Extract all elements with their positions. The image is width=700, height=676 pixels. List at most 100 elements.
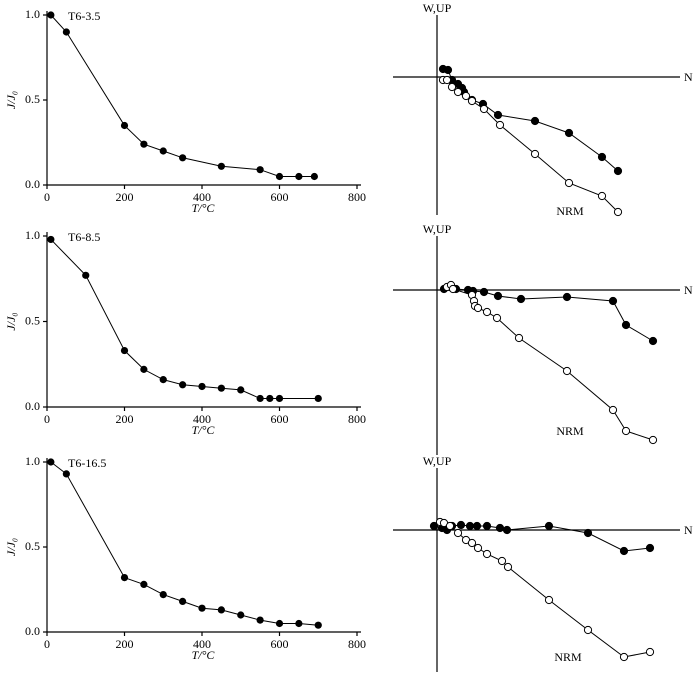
point — [465, 521, 475, 531]
point — [310, 172, 318, 181]
x-tick-label: 600 — [271, 637, 289, 651]
annotation: NRM — [556, 204, 584, 218]
point — [47, 235, 55, 244]
point — [503, 562, 513, 572]
point — [497, 556, 507, 566]
annotation: NRM — [554, 650, 582, 664]
point — [544, 595, 554, 605]
point — [473, 303, 483, 313]
point — [502, 525, 512, 535]
point — [237, 611, 245, 619]
point — [608, 405, 618, 415]
point — [492, 313, 502, 323]
point — [493, 291, 503, 301]
point — [516, 294, 526, 304]
panel-label: T6-3.5 — [68, 9, 100, 23]
point — [472, 521, 482, 531]
point — [648, 336, 658, 346]
panel-label: T6-8.5 — [68, 230, 100, 244]
point — [120, 121, 129, 130]
point — [198, 604, 206, 612]
point — [159, 147, 167, 155]
point — [237, 386, 245, 394]
y-tick-label: 1.0 — [25, 228, 40, 242]
point — [608, 296, 618, 306]
point — [461, 91, 471, 101]
vertical-axis-label: W,UP — [423, 1, 452, 15]
curve — [50, 239, 319, 399]
point — [473, 543, 483, 553]
point — [619, 652, 629, 662]
zijderveld-panel: W,UP N NRM — [393, 1, 693, 218]
point — [256, 394, 264, 403]
point — [530, 116, 540, 126]
y-axis-label: J/J₀ — [4, 91, 18, 109]
point — [619, 546, 629, 556]
point — [275, 172, 284, 181]
point — [453, 528, 463, 538]
horizontal-axis-label: N — [684, 523, 693, 537]
point — [295, 172, 303, 181]
point — [198, 382, 206, 391]
point — [467, 96, 477, 106]
point — [493, 110, 503, 120]
vertical-axis-label: W,UP — [423, 454, 452, 468]
x-axis-label: T/°C — [192, 423, 216, 437]
line-panel: 0 200 400 600 800 0.0 0.5 1.0 T6-16.5 T/°C J/J₀ — [4, 454, 366, 662]
x-axis-label: T/°C — [192, 648, 216, 662]
point — [314, 394, 322, 403]
x-tick-label: 200 — [116, 412, 134, 426]
point — [442, 75, 452, 85]
point — [645, 543, 655, 553]
point — [47, 458, 55, 466]
point — [482, 549, 492, 559]
point — [648, 435, 658, 445]
x-tick-label: 800 — [348, 412, 366, 426]
x-tick-label: 0 — [44, 637, 50, 651]
x-tick-label: 0 — [44, 412, 50, 426]
point — [456, 520, 466, 530]
panel-label: T6-16.5 — [68, 456, 106, 470]
x-tick-label: 200 — [116, 190, 134, 204]
point — [562, 292, 572, 302]
line-panel: 0 200 400 600 800 0.0 0.5 1.0 T6-8.5 T/°C J/J₀ — [4, 228, 366, 437]
point — [621, 426, 631, 436]
point — [275, 394, 284, 403]
point — [429, 521, 439, 531]
point — [275, 619, 284, 628]
point — [179, 154, 187, 162]
point — [120, 574, 129, 582]
y-tick-label: 0.5 — [25, 539, 40, 553]
point — [495, 120, 505, 130]
x-tick-label: 0 — [44, 190, 50, 204]
point — [140, 140, 148, 148]
y-tick-label: 0.0 — [25, 399, 40, 413]
point — [514, 333, 524, 343]
point — [62, 28, 70, 36]
y-tick-label: 0.5 — [25, 92, 40, 106]
point — [256, 166, 264, 174]
x-tick-label: 400 — [193, 190, 211, 204]
point — [479, 104, 489, 114]
horizontal-axis-label: N — [684, 283, 693, 297]
point — [82, 271, 90, 279]
point — [266, 394, 274, 403]
point — [159, 376, 167, 384]
point — [479, 287, 489, 297]
y-axis-label: J/J₀ — [4, 312, 18, 330]
y-tick-label: 1.0 — [25, 454, 40, 468]
point — [295, 619, 303, 628]
line-panel: 0 200 400 600 800 0.0 0.5 1.0 T6-3.5 T/°C J/J₀ — [4, 7, 366, 215]
point — [564, 128, 574, 138]
point — [564, 178, 574, 188]
point — [597, 152, 607, 162]
point — [583, 528, 593, 538]
point — [544, 521, 554, 531]
point — [597, 191, 607, 201]
x-tick-label: 400 — [193, 637, 211, 651]
x-tick-label: 800 — [348, 637, 366, 651]
y-tick-label: 0.5 — [25, 313, 40, 327]
point — [140, 580, 148, 589]
x-axis-label: T/°C — [192, 201, 216, 215]
